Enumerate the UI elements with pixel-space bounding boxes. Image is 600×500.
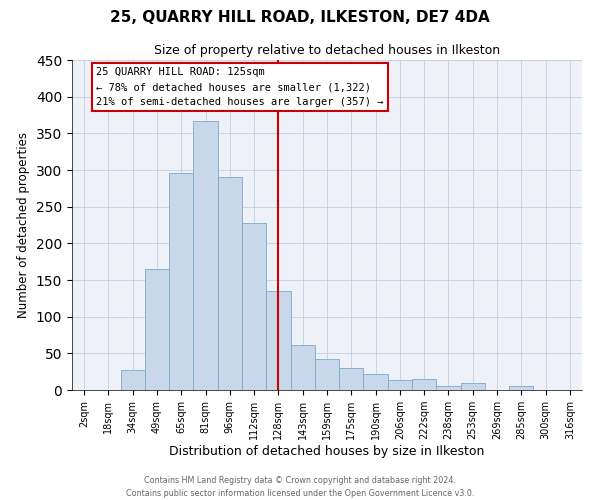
Bar — [193, 121, 218, 390]
Bar — [339, 368, 364, 390]
Bar — [121, 370, 145, 390]
Title: Size of property relative to detached houses in Ilkeston: Size of property relative to detached ho… — [154, 44, 500, 58]
Bar — [266, 291, 290, 390]
Bar — [169, 173, 193, 390]
Bar — [436, 386, 461, 390]
Text: 25 QUARRY HILL ROAD: 125sqm
← 78% of detached houses are smaller (1,322)
21% of : 25 QUARRY HILL ROAD: 125sqm ← 78% of det… — [96, 68, 384, 107]
Bar — [461, 382, 485, 390]
Bar — [388, 380, 412, 390]
Text: 25, QUARRY HILL ROAD, ILKESTON, DE7 4DA: 25, QUARRY HILL ROAD, ILKESTON, DE7 4DA — [110, 10, 490, 25]
Y-axis label: Number of detached properties: Number of detached properties — [17, 132, 31, 318]
Bar — [218, 178, 242, 390]
Bar — [145, 269, 169, 390]
Bar — [290, 344, 315, 390]
Bar — [315, 359, 339, 390]
Bar — [412, 379, 436, 390]
Bar — [364, 374, 388, 390]
X-axis label: Distribution of detached houses by size in Ilkeston: Distribution of detached houses by size … — [169, 445, 485, 458]
Bar — [509, 386, 533, 390]
Bar — [242, 223, 266, 390]
Text: Contains HM Land Registry data © Crown copyright and database right 2024.
Contai: Contains HM Land Registry data © Crown c… — [126, 476, 474, 498]
